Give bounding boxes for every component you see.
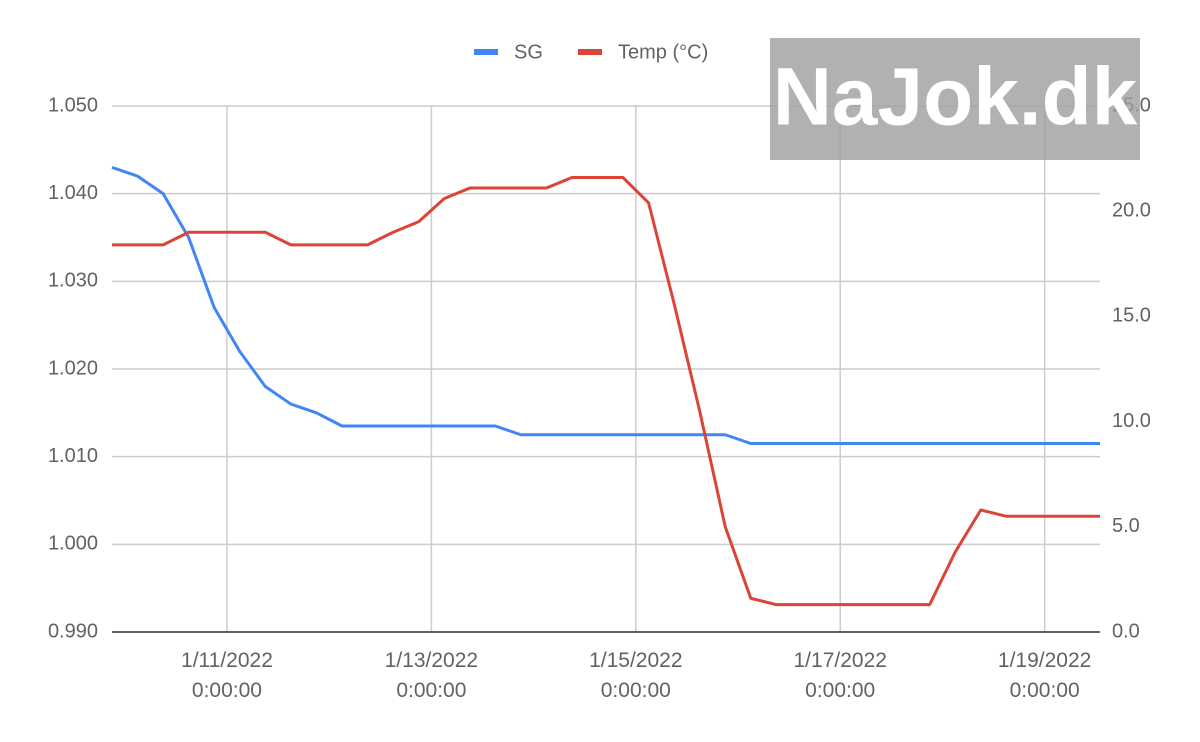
y-tick-label: 1.040 [48, 182, 98, 204]
y2-tick-label: 0.0 [1112, 620, 1140, 642]
series-line [112, 176, 1100, 607]
x-tick-label: 1/17/2022 0:00:00 [793, 649, 887, 702]
y2-tick-label: 20.0 [1112, 199, 1151, 221]
legend-label: Temp (°C) [618, 41, 708, 63]
y-tick-label: 1.020 [48, 357, 98, 379]
watermark-box [770, 38, 1140, 160]
legend-label: SG [514, 41, 543, 63]
y-tick-label: 1.050 [48, 94, 98, 116]
y-tick-label: 1.010 [48, 445, 98, 467]
y2-tick-label: 10.0 [1112, 410, 1151, 432]
x-tick-label: 1/11/2022 0:00:00 [181, 649, 273, 702]
y-tick-label: 1.030 [48, 270, 98, 292]
watermark: NaJok.dk [773, 52, 1138, 143]
series-line [111, 165, 1100, 446]
y-tick-label: 0.990 [48, 620, 98, 642]
legend-swatch [578, 49, 602, 55]
y2-tick-label: 5.0 [1112, 515, 1140, 537]
x-tick-label: 1/19/2022 0:00:00 [997, 649, 1092, 702]
x-tick-label: 1/13/2022 0:00:00 [384, 649, 479, 702]
x-tick-label: 1/15/2022 0:00:00 [589, 649, 683, 702]
y2-tick-label: 15.0 [1112, 305, 1151, 327]
legend-swatch [474, 49, 498, 55]
y-tick-label: 1.000 [48, 533, 98, 555]
